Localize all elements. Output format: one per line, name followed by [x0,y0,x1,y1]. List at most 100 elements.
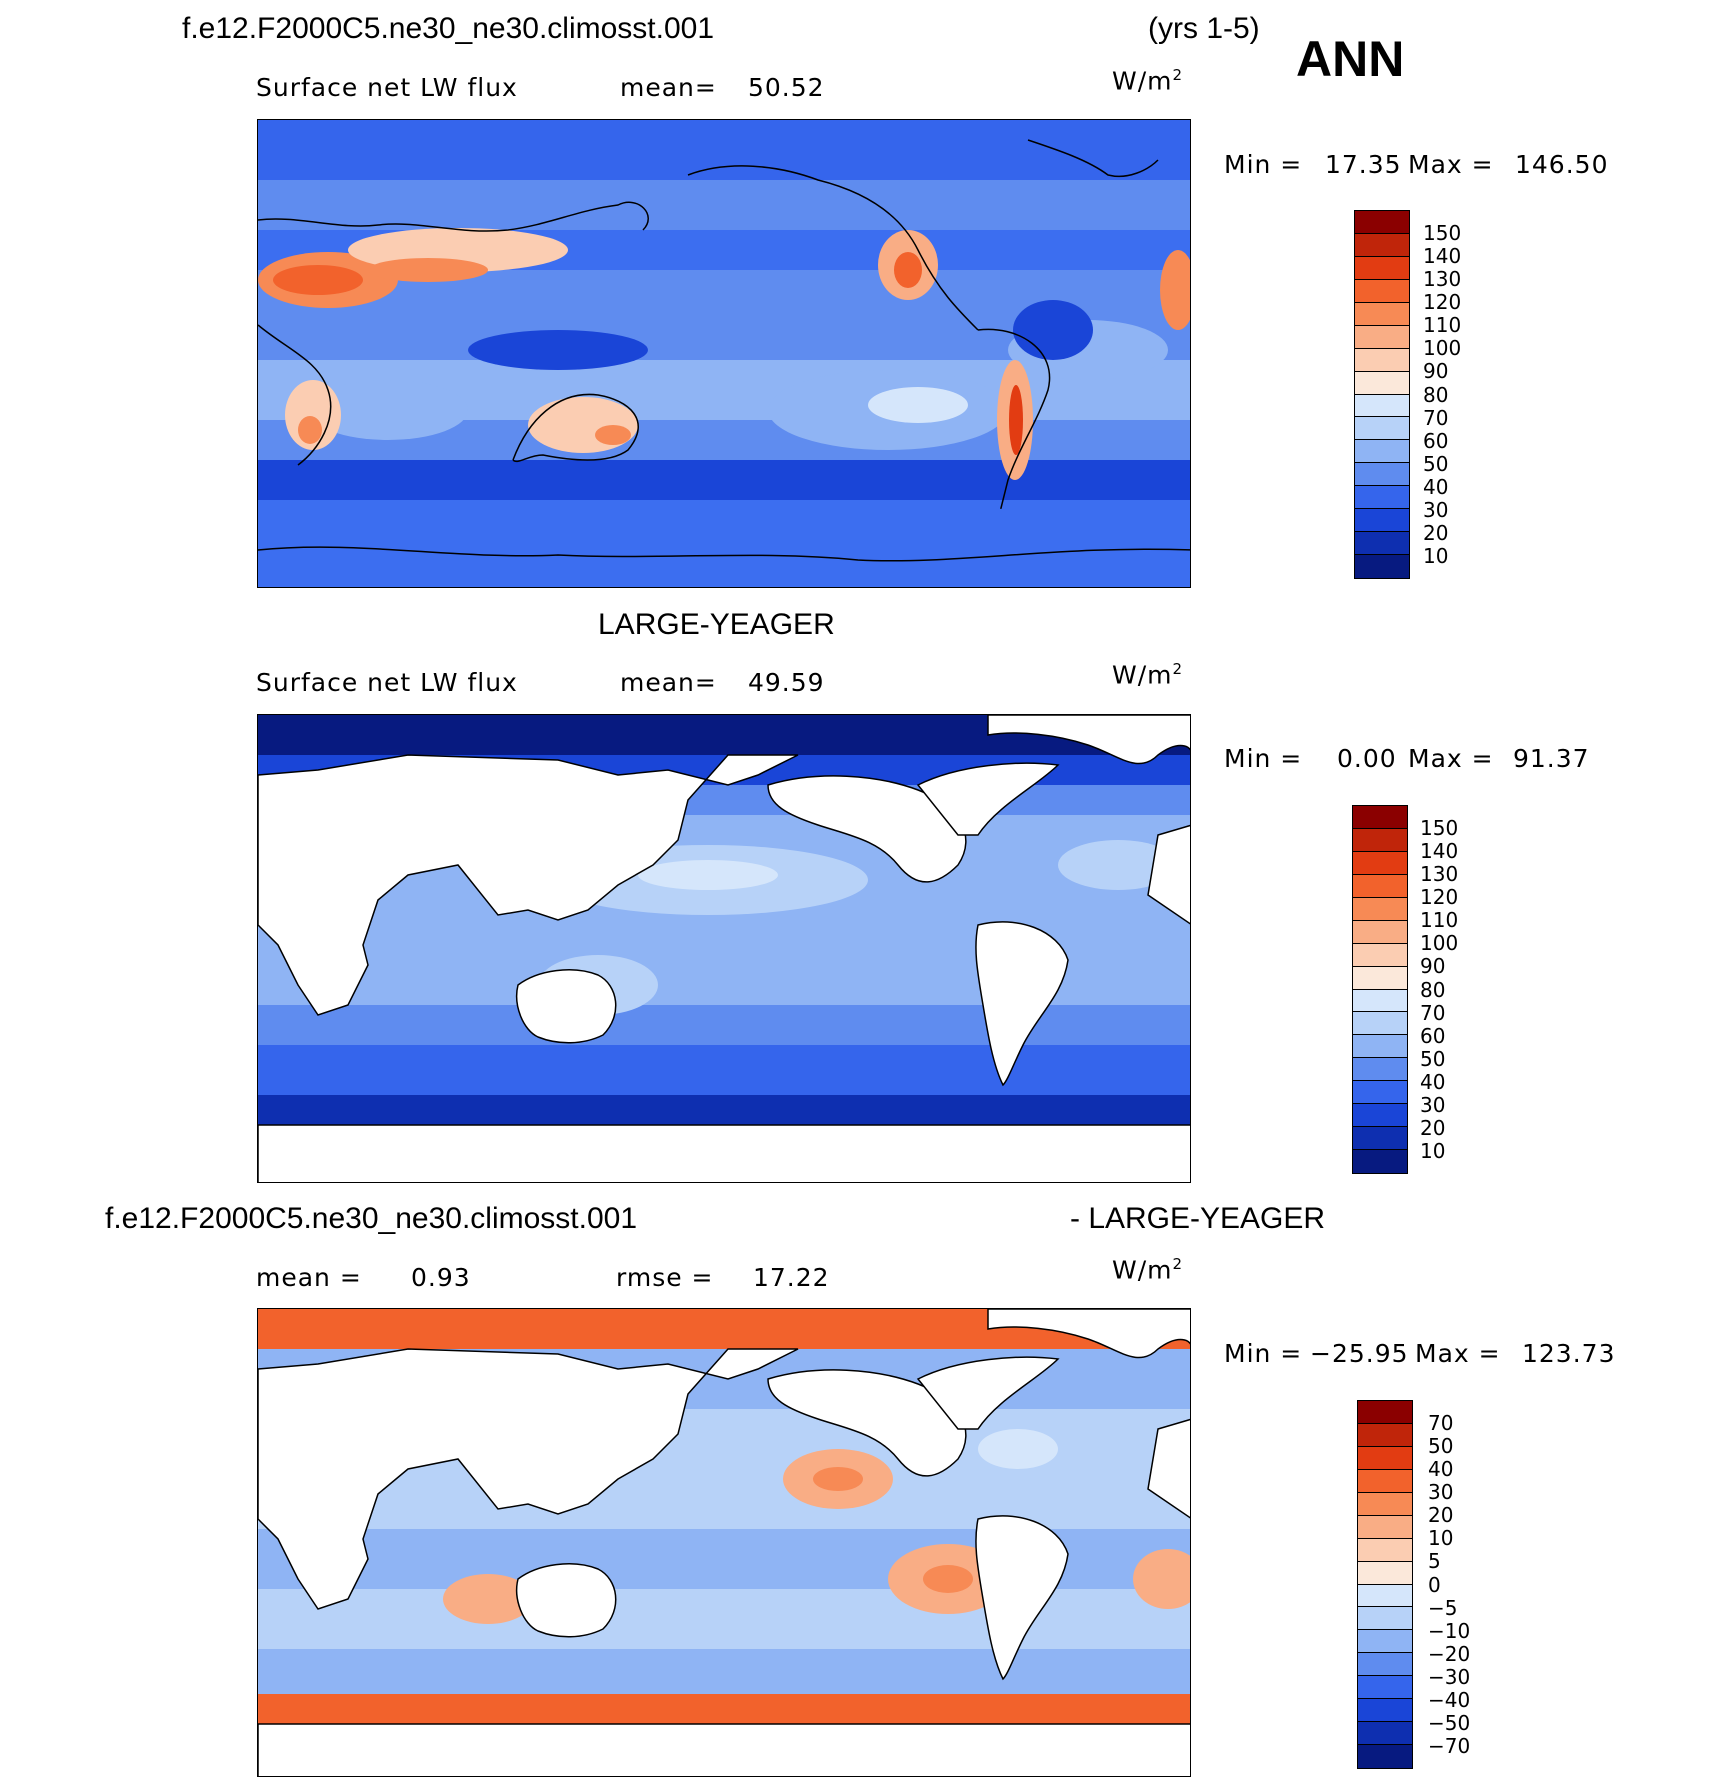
colorbar-tick-label: 70 [1428,1411,1454,1436]
panel-diff-mean-value: 0.93 [411,1263,471,1292]
panel-diff-colorbar [1357,1400,1413,1769]
colorbar-cell [1355,371,1409,395]
colorbar-cell [1355,211,1409,234]
colorbar-tick-label: 10 [1420,1138,1446,1163]
colorbar-cell [1353,851,1407,875]
colorbar-tick-label: 110 [1423,313,1462,338]
colorbar-tick-label: 140 [1420,839,1459,864]
colorbar-cell [1353,806,1407,829]
colorbar-cell [1355,256,1409,280]
panel-obs-max-label: Max = [1408,744,1494,773]
colorbar-tick-label: 150 [1423,221,1462,246]
panel-model-min-label: Min = [1224,150,1303,179]
colorbar-cell [1358,1630,1412,1654]
panel-model-variable: Surface net LW flux [256,73,518,102]
colorbar-cell [1358,1676,1412,1700]
panel-obs-units: W/m2 [1112,660,1184,690]
panel-model-max-value: 146.50 [1515,150,1609,179]
colorbar-cell [1355,233,1409,257]
colorbar-tick-label: 20 [1428,1503,1454,1528]
colorbar-cell [1355,348,1409,372]
colorbar-tick-label: 10 [1428,1526,1454,1551]
colorbar-cell [1353,966,1407,990]
panel-diff-max-value: 123.73 [1522,1339,1616,1368]
colorbar-tick-label: 5 [1428,1549,1441,1574]
panel-obs-colorbar [1352,805,1408,1174]
colorbar-tick-label: 100 [1420,931,1459,956]
panel-diff-rmse-label: rmse = [616,1263,714,1292]
colorbar-cell [1353,1127,1407,1151]
colorbar-cell [1358,1745,1412,1768]
panel-diff-max-label: Max = [1415,1339,1501,1368]
colorbar-tick-label: 20 [1423,520,1449,545]
colorbar-cell [1358,1722,1412,1746]
colorbar-cell [1358,1561,1412,1585]
colorbar-cell [1355,555,1409,578]
colorbar-cell [1353,897,1407,921]
panel-model-mean-label: mean= [620,73,717,102]
colorbar-tick-label: 30 [1428,1480,1454,1505]
colorbar-cell [1355,394,1409,418]
colorbar-tick-label: 90 [1420,954,1446,979]
colorbar-cell [1355,486,1409,510]
colorbar-cell [1353,920,1407,944]
panel-obs-mean-value: 49.59 [748,668,825,697]
case-title: f.e12.F2000C5.ne30_ne30.climosst.001 [182,12,715,45]
colorbar-tick-label: −30 [1428,1664,1471,1689]
colorbar-tick-label: 60 [1420,1023,1446,1048]
panel-obs-max-value: 91.37 [1513,744,1590,773]
panel-obs-variable: Surface net LW flux [256,668,518,697]
panel-model-max-label: Max = [1408,150,1494,179]
colorbar-cell [1355,440,1409,464]
colorbar-cell [1353,828,1407,852]
colorbar-cell [1355,417,1409,441]
diff-obs-title: - LARGE-YEAGER [1070,1202,1326,1235]
colorbar-cell [1353,943,1407,967]
colorbar-cell [1353,1012,1407,1036]
colorbar-cell [1358,1653,1412,1677]
colorbar-cell [1358,1423,1412,1447]
colorbar-tick-label: 70 [1423,405,1449,430]
colorbar-tick-label: 130 [1423,267,1462,292]
colorbar-cell [1358,1607,1412,1631]
colorbar-tick-label: 90 [1423,359,1449,384]
colorbar-tick-label: 40 [1423,474,1449,499]
colorbar-tick-label: 40 [1428,1457,1454,1482]
colorbar-tick-label: 80 [1420,977,1446,1002]
colorbar-cell [1353,874,1407,898]
colorbar-tick-label: 110 [1420,908,1459,933]
colorbar-cell [1358,1538,1412,1562]
panel-model-colorbar [1354,210,1410,579]
colorbar-cell [1358,1446,1412,1470]
colorbar-cell [1355,325,1409,349]
colorbar-cell [1358,1515,1412,1539]
diff-case-title: f.e12.F2000C5.ne30_ne30.climosst.001 [105,1202,638,1235]
years-label: (yrs 1-5) [1148,12,1260,45]
colorbar-tick-label: 50 [1423,451,1449,476]
panel-model-min-value: 17.35 [1325,150,1402,179]
panel-obs-min-label: Min = [1224,744,1303,773]
colorbar-tick-label: 130 [1420,862,1459,887]
colorbar-tick-label: 100 [1423,336,1462,361]
colorbar-cell [1353,1150,1407,1173]
colorbar-tick-label: 30 [1423,497,1449,522]
colorbar-cell [1355,509,1409,533]
panel-obs-mean-label: mean= [620,668,717,697]
colorbar-cell [1355,532,1409,556]
colorbar-cell [1353,1104,1407,1128]
panel-model-map [257,119,1191,588]
colorbar-cell [1353,989,1407,1013]
colorbar-cell [1358,1469,1412,1493]
colorbar-tick-label: 50 [1420,1046,1446,1071]
panel-model-mean-value: 50.52 [748,73,825,102]
colorbar-tick-label: 0 [1428,1572,1441,1597]
panel-obs-min-value: 0.00 [1337,744,1397,773]
colorbar-tick-label: 120 [1420,885,1459,910]
panel-diff-mean-label: mean = [256,1263,362,1292]
colorbar-cell [1355,463,1409,487]
panel-diff-rmse-value: 17.22 [753,1263,830,1292]
colorbar-tick-label: 70 [1420,1000,1446,1025]
colorbar-tick-label: −20 [1428,1641,1471,1666]
colorbar-tick-label: −70 [1428,1733,1471,1758]
panel-obs-map [257,714,1191,1183]
